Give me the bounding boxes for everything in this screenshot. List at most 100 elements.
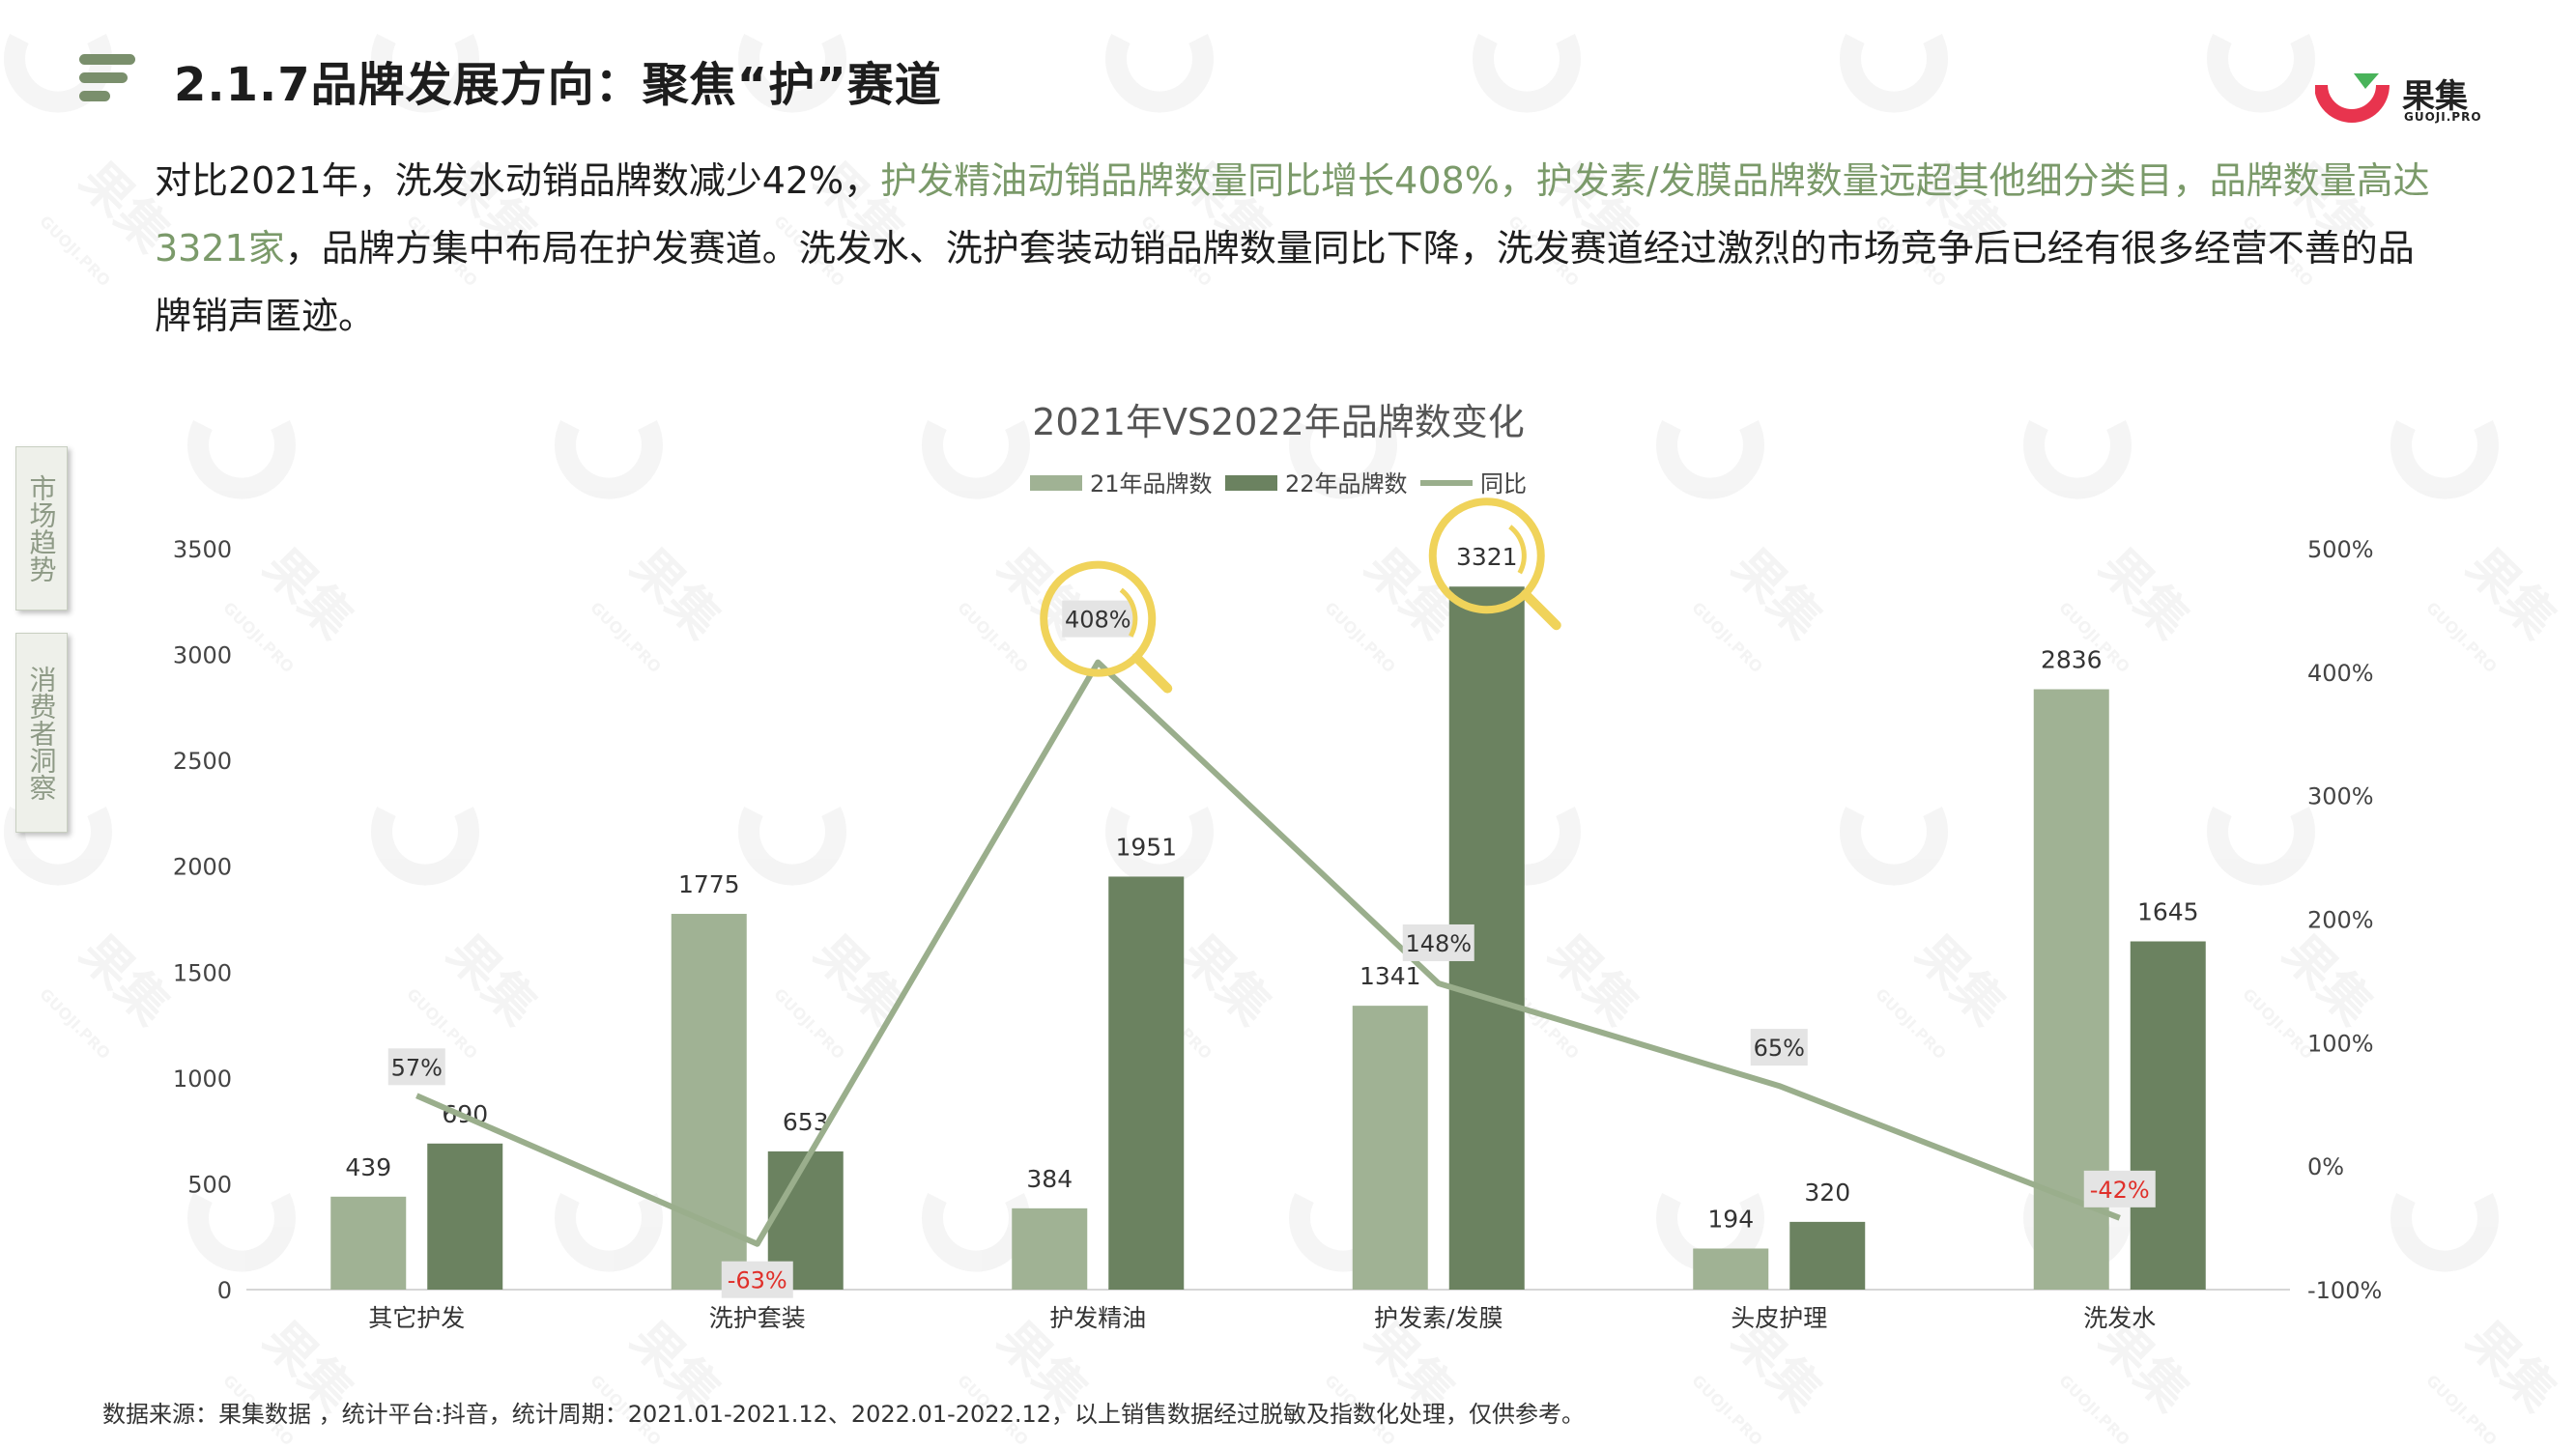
- summary-part-1: 对比2021年，洗发水动销品牌数减少42%，: [155, 159, 881, 202]
- watermark-subtext: GUOJI.PRO: [36, 212, 114, 290]
- category-label: 护发精油: [1049, 1304, 1146, 1332]
- bar: [1352, 1006, 1428, 1290]
- watermark-logo-icon: [2207, 33, 2315, 113]
- side-tab-market-trend[interactable]: 市场趋势: [15, 446, 68, 611]
- bar-value-label: 384: [1026, 1165, 1073, 1193]
- left-tick-label: 3500: [173, 536, 232, 563]
- bar: [427, 1143, 503, 1290]
- right-tick-label: 500%: [2307, 536, 2374, 563]
- bar: [1693, 1248, 1769, 1290]
- chart-legend: 21年品牌数 22年品牌数 同比: [1030, 470, 1527, 497]
- yoy-label-bg: [721, 1261, 793, 1298]
- left-axis: 0 500 1000 1500 2000 2500 3000 3500: [173, 536, 232, 1304]
- brand-logo-text: 果集: [2402, 77, 2468, 116]
- magnifier-highlight-icon: [1428, 497, 1561, 631]
- bar-value-label: 1951: [1115, 833, 1177, 861]
- bar-value-label: 2836: [2041, 646, 2103, 674]
- left-tick-label: 2000: [173, 854, 232, 881]
- menu-lines-icon: [79, 54, 135, 104]
- yoy-data-label: -42%: [2083, 1170, 2156, 1208]
- yoy-data-label: 408%: [1062, 600, 1134, 638]
- bar: [1789, 1221, 1866, 1290]
- legend-item: 同比: [1420, 470, 1527, 497]
- yoy-label-text: 65%: [1754, 1035, 1805, 1062]
- category-label: 洗护套装: [709, 1304, 806, 1332]
- category-label: 头皮护理: [1731, 1304, 1827, 1332]
- magnifier-ring: [1040, 560, 1157, 677]
- yoy-label-text: 57%: [391, 1054, 443, 1081]
- yoy-data-label: 148%: [1402, 923, 1474, 961]
- bar-value-label: 439: [345, 1153, 391, 1181]
- right-tick-label: -100%: [2307, 1277, 2382, 1304]
- left-tick-label: 1500: [173, 959, 232, 986]
- left-tick-label: 2500: [173, 748, 232, 775]
- bar-value-label: 320: [1804, 1179, 1850, 1207]
- yoy-label-bg: [387, 1048, 445, 1086]
- yoy-label-text: 408%: [1065, 607, 1131, 634]
- right-tick-label: 200%: [2307, 907, 2374, 934]
- brand-logo-subtext: GUOJI.PRO: [2404, 110, 2482, 124]
- bar: [671, 914, 747, 1290]
- bar-value-label: 1341: [1360, 962, 1421, 990]
- bar: [2130, 941, 2206, 1290]
- yoy-data-label: 57%: [387, 1048, 445, 1086]
- yoy-line: [415, 659, 2121, 1247]
- yoy-label-text: 148%: [1405, 930, 1472, 957]
- bar: [330, 1196, 407, 1290]
- legend-swatch: [1225, 475, 1277, 491]
- yoy-label-text: -42%: [2090, 1177, 2150, 1204]
- yoy-label-bg: [1402, 923, 1474, 961]
- watermark-subtext: GUOJI.PRO: [2422, 1371, 2501, 1449]
- category-label: 其它护发: [368, 1304, 465, 1332]
- watermark-logo-icon: [1840, 33, 1948, 113]
- magnifier-glint: [1508, 525, 1527, 575]
- yoy-label-bg: [1062, 600, 1134, 638]
- right-tick-label: 300%: [2307, 783, 2374, 810]
- watermark-logo-icon: [1473, 33, 1581, 113]
- legend-label: 21年品牌数: [1090, 470, 1213, 497]
- watermark-subtext: GUOJI.PRO: [1688, 1371, 1766, 1449]
- yoy-label-bg: [2083, 1170, 2156, 1208]
- summary-text: 对比2021年，洗发水动销品牌数减少42%，护发精油动销品牌数量同比增长408%…: [155, 147, 2435, 350]
- bar: [1012, 1208, 1088, 1290]
- category-label: 护发素/发膜: [1374, 1304, 1503, 1332]
- right-tick-label: 100%: [2307, 1030, 2374, 1057]
- brand-logo-icon: [2315, 73, 2390, 123]
- page-title: 2.1.7品牌发展方向：聚焦“护”赛道: [174, 58, 942, 112]
- bar-value-label: 1645: [2137, 898, 2199, 926]
- brand-count-chart: 2021年VS2022年品牌数变化 21年品牌数 22年品牌数 同比 0 500 1000 1…: [173, 401, 2382, 1332]
- magnifier-handle: [1520, 589, 1561, 631]
- yoy-data-label: -63%: [721, 1261, 793, 1298]
- magnifier-handle: [1131, 652, 1173, 694]
- watermark-logo-icon: [1105, 33, 1214, 113]
- magnifier-highlight-icon: [1040, 560, 1173, 694]
- left-tick-label: 500: [187, 1171, 232, 1198]
- legend-label: 22年品牌数: [1285, 470, 1408, 497]
- summary-part-3: ，品牌方集中布局在护发赛道。洗发水、洗护套装动销品牌数量同比下降，洗发赛道经过激…: [155, 227, 2415, 337]
- magnifier-glint: [1119, 587, 1138, 638]
- yoy-label-bg: [1750, 1029, 1808, 1066]
- left-tick-label: 3000: [173, 642, 232, 669]
- summary-highlight: 护发精油动销品牌数量同比增长408%，护发素/发膜品牌数量远超其他细分类目，品牌…: [155, 159, 2430, 270]
- yoy-label-text: -63%: [728, 1267, 787, 1294]
- right-tick-label: 400%: [2307, 660, 2374, 687]
- chart-title: 2021年VS2022年品牌数变化: [1032, 401, 1525, 443]
- right-tick-label: 0%: [2307, 1153, 2344, 1180]
- left-tick-label: 1000: [173, 1065, 232, 1093]
- magnifier-ring: [1428, 497, 1545, 614]
- bar: [1108, 876, 1185, 1290]
- right-axis: -100% 0% 100% 200% 300% 400% 500%: [2307, 536, 2382, 1304]
- legend-item: 22年品牌数: [1225, 470, 1408, 497]
- bar-value-label: 1775: [678, 870, 740, 898]
- category-label: 洗发水: [2083, 1304, 2156, 1332]
- data-source-footnote: 数据来源：果集数据 ，统计平台:抖音，统计周期：2021.01-2021.12、…: [102, 1401, 1586, 1428]
- legend-item: 21年品牌数: [1030, 470, 1213, 497]
- side-tab-consumer-insight[interactable]: 消费者洞察: [15, 633, 68, 833]
- bar-value-label: 194: [1707, 1205, 1754, 1233]
- bar-value-label: 3321: [1456, 543, 1518, 571]
- left-tick-label: 0: [217, 1277, 232, 1304]
- yoy-data-label: 65%: [1750, 1029, 1808, 1066]
- watermark-subtext: GUOJI.PRO: [2055, 1371, 2133, 1449]
- legend-label: 同比: [1480, 470, 1527, 497]
- legend-swatch: [1030, 475, 1082, 491]
